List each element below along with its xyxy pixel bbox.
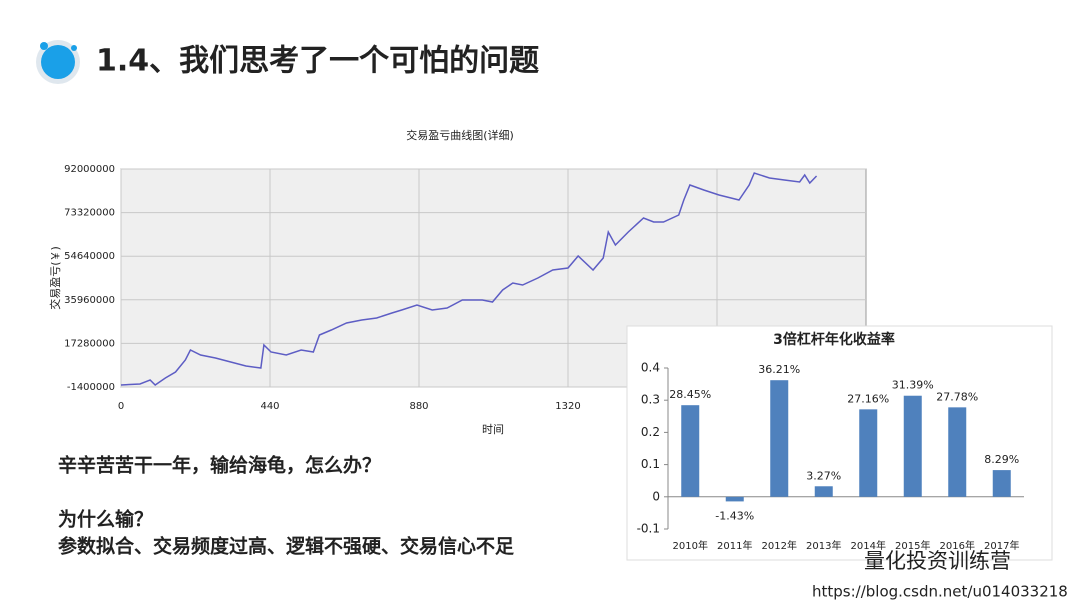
x-tick-label: 880 — [409, 401, 428, 412]
icon — [41, 45, 75, 79]
bar — [992, 470, 1011, 497]
bar — [725, 496, 744, 502]
slide-title: 1.4、我们思考了一个可怕的问题 — [96, 44, 539, 79]
x-tick-label: 2015年 — [895, 539, 930, 552]
data-label: 27.16% — [847, 392, 889, 405]
data-label: 36.21% — [758, 363, 800, 376]
text-line: 参数拟合、交易频度过高、逻辑不强硬、交易信心不足 — [58, 535, 515, 558]
x-axis-label: 时间 — [482, 423, 504, 436]
x-tick-label: 2014年 — [851, 539, 886, 552]
y-tick-label: 0.2 — [641, 425, 660, 439]
y-tick-label: 0.3 — [641, 393, 660, 407]
line — [120, 172, 818, 386]
x-tick-label: 2012年 — [762, 539, 797, 552]
x-tick-label: 1320 — [555, 401, 580, 412]
y-tick-label: -1400000 — [67, 382, 115, 393]
y-tick-label: 0 — [652, 489, 660, 503]
data-label: -1.43% — [715, 509, 754, 522]
x-tick-label: 0 — [118, 401, 124, 412]
chart-title: 交易盈亏曲线图(详细) — [406, 128, 514, 142]
text-line: 为什么输？ — [58, 508, 153, 531]
url: https://blog.csdn.net/u014033218 — [812, 583, 1068, 601]
y-tick-label: -0.1 — [637, 522, 660, 536]
x-tick-label: 440 — [260, 401, 279, 412]
icon-dot — [71, 45, 77, 51]
bar — [681, 405, 700, 497]
y-tick-label: 17280000 — [64, 338, 115, 349]
y-axis-label: 交易盈亏(￥) — [48, 246, 62, 310]
x-tick-label: 2011年 — [717, 539, 752, 552]
x-tick-label: 2017年 — [984, 539, 1019, 552]
bar — [814, 486, 833, 497]
y-tick-label: 54640000 — [64, 251, 115, 262]
bar — [859, 409, 878, 497]
y-tick-label: 35960000 — [64, 295, 115, 306]
y-tick-label: 92000000 — [64, 164, 115, 175]
icon-dot — [40, 42, 48, 50]
data-label: 3.27% — [806, 469, 841, 482]
y-tick-label: 73320000 — [64, 208, 115, 219]
data-label: 8.29% — [984, 453, 1019, 466]
chart-title: 3倍杠杆年化收益率 — [773, 331, 895, 348]
x-tick-label: 2016年 — [940, 539, 975, 552]
x-tick-label: 2013年 — [806, 539, 841, 552]
y-tick-label: 0.4 — [641, 361, 660, 375]
text-line: 辛辛苦苦干一年，输给海龟，怎么办？ — [58, 454, 381, 477]
data-label: 28.45% — [669, 388, 711, 401]
bar — [770, 380, 789, 497]
bar — [948, 407, 967, 497]
y-tick-label: 0.1 — [641, 457, 660, 471]
data-label: 27.78% — [936, 390, 978, 403]
data-label: 31.39% — [892, 379, 934, 392]
bar — [903, 395, 922, 497]
watermark: 量化投资训练营 — [864, 549, 1011, 573]
x-tick-label: 2010年 — [673, 539, 708, 552]
